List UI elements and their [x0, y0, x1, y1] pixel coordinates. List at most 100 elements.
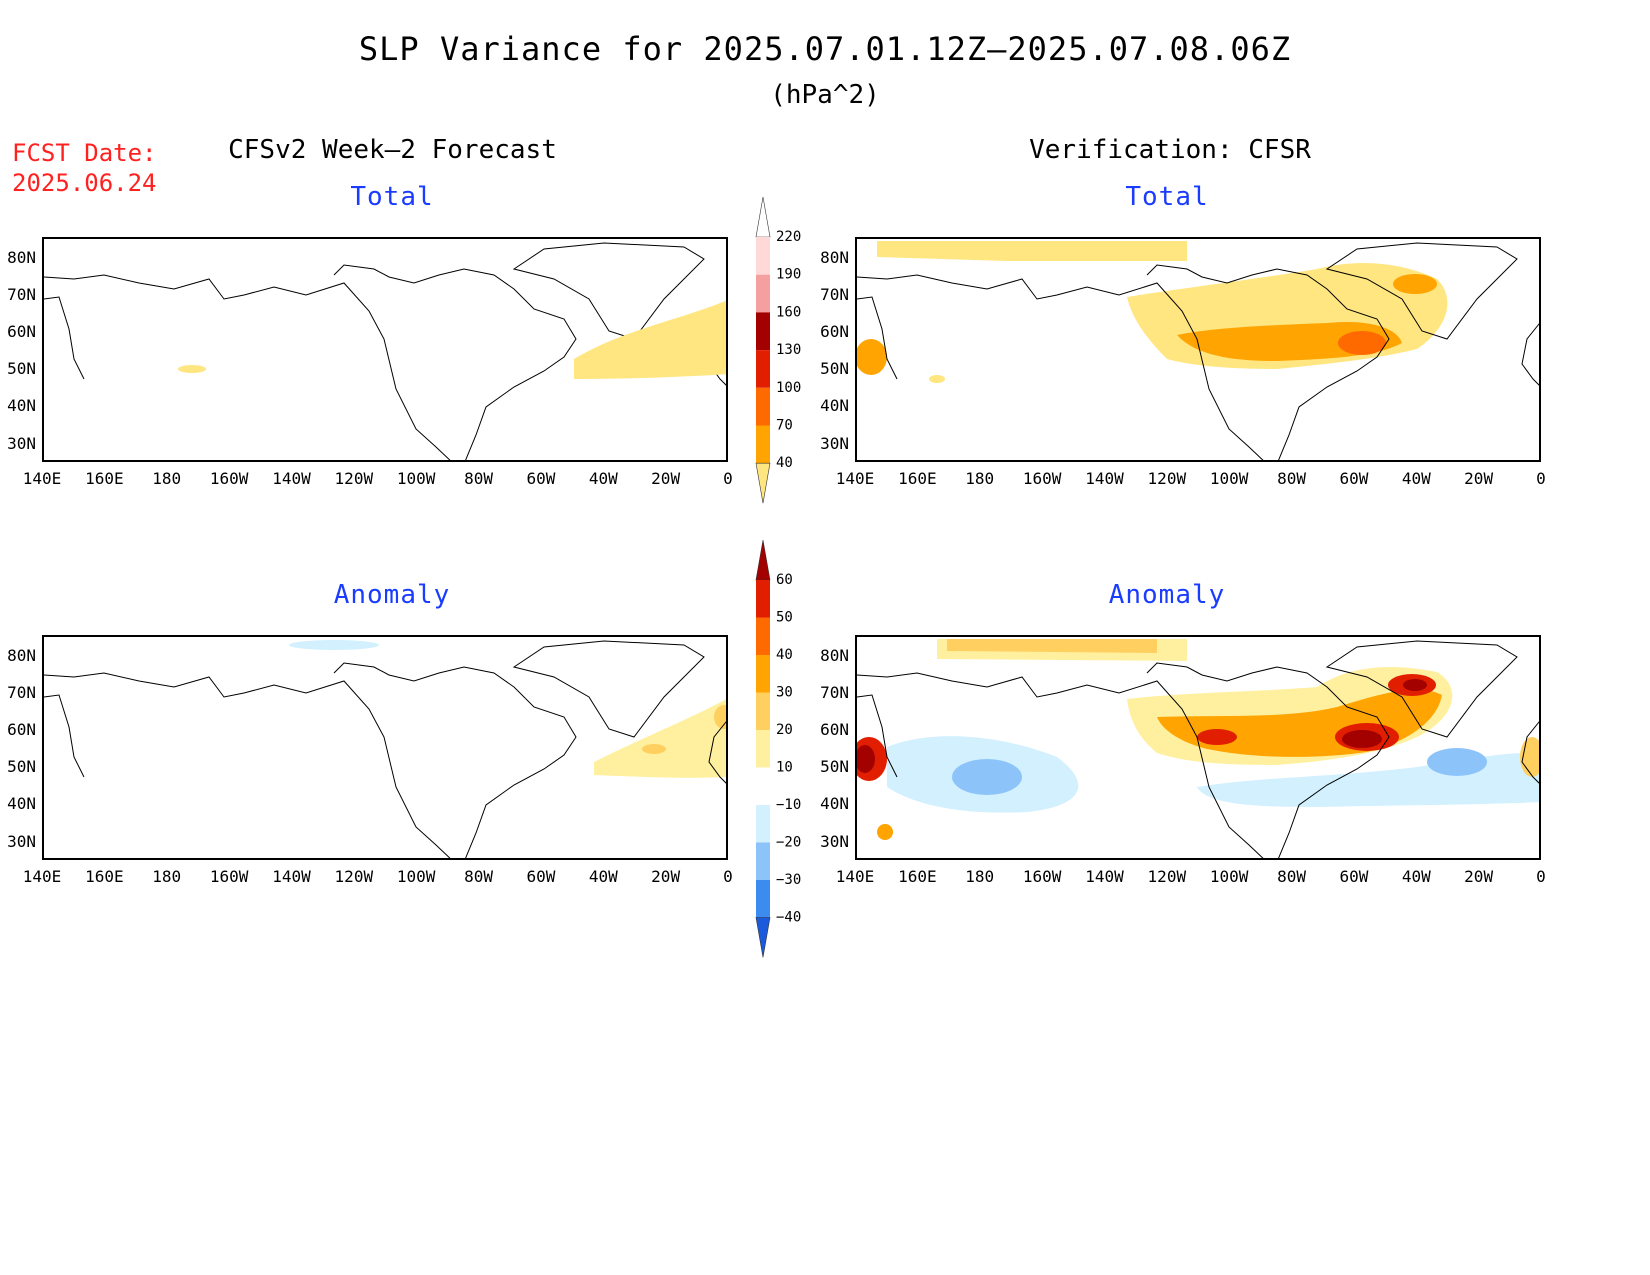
colorbar-level-label: 40	[776, 647, 793, 663]
forecast-anomaly-title: Anomaly	[333, 580, 451, 610]
colorbar-segment	[756, 312, 770, 351]
lon-tick-label: 20W	[651, 867, 681, 886]
lon-tick-label: 80W	[464, 867, 493, 886]
colorbar-segment	[756, 274, 770, 313]
lon-tick-label: 40W	[588, 469, 618, 488]
forecast-total-field	[44, 242, 726, 460]
variance-field	[178, 365, 206, 373]
colorbar-segment	[756, 350, 770, 388]
lon-tick-label: 60W	[526, 469, 556, 488]
lon-tick-label: 120W	[1147, 469, 1187, 488]
lon-tick-label: 0	[723, 469, 733, 488]
colorbar-segment	[756, 767, 770, 805]
coastline	[857, 296, 898, 380]
anomaly-field	[1342, 730, 1382, 748]
lon-tick-label: 140W	[1085, 469, 1124, 488]
coastline	[512, 242, 705, 340]
lat-tick-label: 60N	[7, 720, 36, 739]
lon-tick-label: 20W	[651, 469, 681, 488]
lon-tick-label: 0	[1536, 867, 1546, 886]
coastline	[1521, 323, 1539, 386]
lon-tick-label: 120W	[1147, 867, 1187, 886]
lon-tick-label: 140W	[272, 469, 311, 488]
lon-tick-label: 100W	[1209, 867, 1249, 886]
coastline	[1521, 721, 1539, 784]
lat-tick-label: 70N	[7, 285, 36, 304]
colorbar-segment	[756, 842, 770, 880]
colorbar-level-label: 130	[776, 342, 801, 358]
lon-tick-label: 100W	[396, 469, 436, 488]
anomaly-field	[857, 745, 875, 773]
colorbar-segment	[756, 730, 770, 768]
lon-tick-label: 80W	[1277, 469, 1306, 488]
lon-tick-label: 180	[965, 867, 995, 886]
lon-tick-label: 40W	[588, 867, 618, 886]
verification-anomaly-title: Anomaly	[1108, 580, 1226, 610]
colorbar-segment	[756, 425, 770, 464]
lon-tick-label: 160E	[85, 469, 124, 488]
colorbar-segment	[756, 805, 770, 843]
lat-tick-label: 80N	[820, 248, 849, 267]
variance-field	[857, 339, 887, 375]
lat-tick-label: 40N	[7, 396, 36, 415]
lon-tick-label: 140E	[22, 867, 62, 886]
lon-tick-label: 100W	[1209, 469, 1249, 488]
lon-tick-label: 0	[1536, 469, 1546, 488]
coastline	[44, 296, 85, 380]
coastline	[1146, 264, 1390, 460]
fcst-date-block: FCST Date: 2025.06.24	[12, 138, 157, 198]
forecast-total-title: Total	[350, 182, 434, 212]
colorbar-level-label: 100	[776, 380, 801, 396]
anomaly-field	[289, 640, 379, 650]
lon-tick-label: 160W	[209, 867, 249, 886]
coastline	[857, 694, 898, 778]
anomaly-field	[1197, 729, 1237, 745]
colorbar-level-label: 190	[776, 267, 801, 283]
verification-total-map	[855, 237, 1541, 462]
anomaly-field	[594, 699, 726, 778]
coastline	[857, 672, 1264, 858]
lon-tick-label: 40W	[1401, 469, 1431, 488]
lat-tick-label: 80N	[7, 248, 36, 267]
lat-tick-label: 80N	[7, 646, 36, 665]
lon-tick-label: 160E	[898, 867, 937, 886]
variance-field	[1338, 331, 1386, 355]
variance-field	[929, 375, 945, 383]
lon-tick-label: 160W	[1022, 867, 1062, 886]
lon-tick-label: 160E	[898, 469, 937, 488]
coastline	[333, 264, 577, 460]
lon-tick-label: 180	[152, 867, 182, 886]
colorbar-level-label: 10	[776, 760, 793, 776]
coastline	[1146, 662, 1390, 858]
colorbar-bottom-arrow	[755, 462, 771, 504]
lon-tick-label: 120W	[334, 469, 374, 488]
colorbar-segment	[756, 387, 770, 426]
lon-tick-label: 140W	[272, 867, 311, 886]
colorbar-level-label: −10	[776, 797, 801, 813]
colorbar-level-label: −20	[776, 835, 801, 851]
figure-units: (hPa^2)	[770, 80, 880, 110]
left-column-heading: CFSv2 Week–2 Forecast	[228, 135, 557, 165]
fcst-date-value: 2025.06.24	[12, 169, 157, 197]
forecast-anomaly-map	[42, 635, 728, 860]
lat-tick-label: 40N	[7, 794, 36, 813]
lon-tick-label: 80W	[1277, 867, 1306, 886]
lat-tick-label: 70N	[7, 683, 36, 702]
colorbar-top-arrow	[755, 196, 771, 238]
colorbar-level-label: 30	[776, 685, 793, 701]
colorbar-segment	[756, 655, 770, 693]
lon-tick-label: 20W	[1464, 469, 1494, 488]
lon-tick-label: 0	[723, 867, 733, 886]
anomaly-field	[714, 705, 726, 729]
lat-tick-label: 30N	[820, 832, 849, 851]
forecast-anomaly-field	[44, 640, 726, 858]
lat-tick-label: 70N	[820, 683, 849, 702]
figure-title: SLP Variance for 2025.07.01.12Z–2025.07.…	[358, 30, 1292, 68]
colorbar-level-label: 220	[776, 229, 801, 245]
lat-tick-label: 40N	[820, 396, 849, 415]
coastline	[857, 274, 1264, 460]
lat-tick-label: 80N	[820, 646, 849, 665]
anomaly-field	[877, 824, 893, 840]
colorbar-level-label: 20	[776, 722, 793, 738]
colorbar-level-label: 160	[776, 304, 801, 320]
